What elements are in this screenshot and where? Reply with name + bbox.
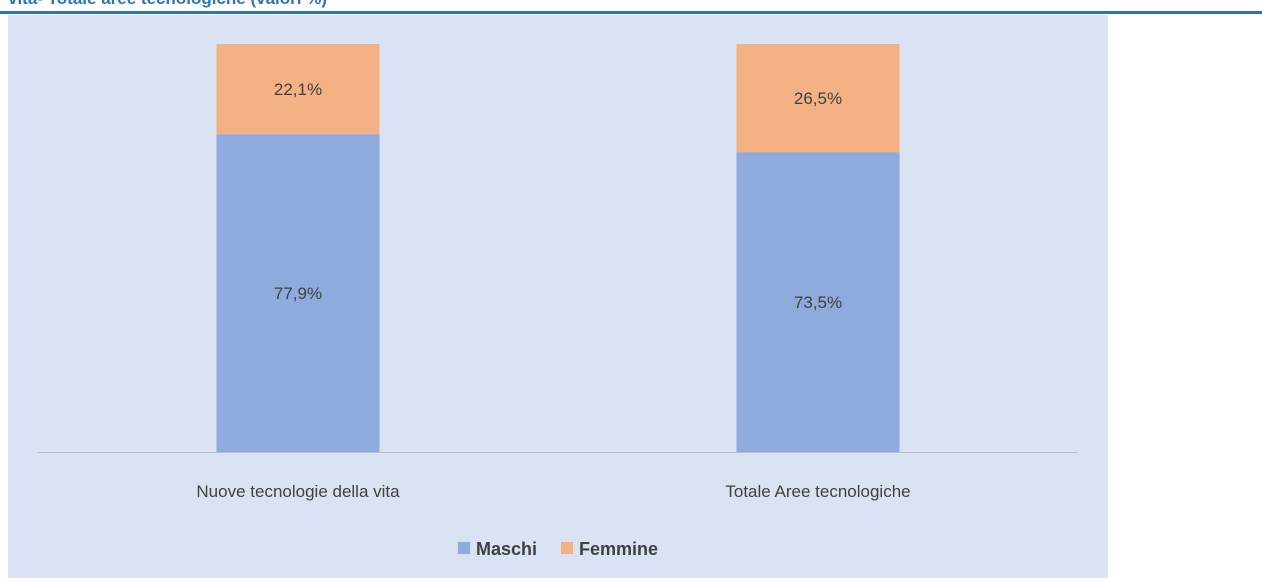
chart-title: vita- Totale aree tecnologiche (valori %… xyxy=(8,0,327,8)
title-rule xyxy=(0,11,1262,14)
plot-background xyxy=(8,15,1108,578)
x-tick-label: Totale Aree tecnologiche xyxy=(725,482,910,501)
data-label: 73,5% xyxy=(794,293,842,312)
data-label: 26,5% xyxy=(794,89,842,108)
data-label: 77,9% xyxy=(274,284,322,303)
data-label: 22,1% xyxy=(274,80,322,99)
bar-segment xyxy=(736,44,900,153)
legend-swatch xyxy=(457,542,470,554)
bar-segment xyxy=(216,134,380,452)
bar-segment xyxy=(216,44,380,135)
x-tick-label: Nuove tecnologie della vita xyxy=(196,482,400,501)
legend-swatch xyxy=(561,542,573,554)
bar-segment xyxy=(736,152,900,452)
legend-label: Maschi xyxy=(476,539,537,559)
legend-label: Femmine xyxy=(579,539,658,559)
